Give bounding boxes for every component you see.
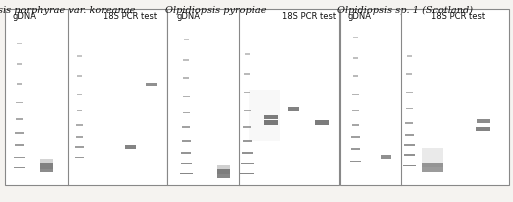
Bar — [77, 94, 82, 96]
Text: 18S PCR test: 18S PCR test — [103, 12, 157, 21]
Bar — [249, 91, 280, 141]
Bar — [16, 102, 23, 104]
Bar — [183, 60, 189, 61]
Bar — [350, 161, 361, 162]
Text: Olpidiopsis porphyrae var. koreanae: Olpidiopsis porphyrae var. koreanae — [0, 6, 136, 15]
Bar — [352, 94, 359, 96]
Bar — [243, 126, 251, 128]
Bar — [353, 58, 358, 59]
Bar — [240, 173, 254, 175]
Text: 18S PCR test: 18S PCR test — [282, 12, 337, 21]
Bar — [14, 157, 25, 158]
Bar — [77, 110, 82, 112]
Bar — [245, 54, 250, 55]
Text: Olpidiopsis sp. 1 (Scotland): Olpidiopsis sp. 1 (Scotland) — [337, 6, 473, 15]
Bar — [244, 92, 250, 94]
Bar — [242, 153, 253, 154]
Bar — [76, 124, 83, 126]
Text: gDNA: gDNA — [13, 12, 37, 21]
Bar — [167, 10, 339, 185]
Bar — [16, 84, 22, 86]
Bar — [405, 135, 414, 136]
Bar — [184, 40, 189, 41]
Bar — [182, 141, 191, 142]
Bar — [476, 127, 490, 132]
Bar — [244, 110, 250, 112]
Bar — [353, 76, 358, 78]
Bar — [264, 115, 278, 119]
Text: 18S PCR test: 18S PCR test — [431, 12, 485, 21]
Bar — [181, 153, 191, 154]
Bar — [40, 160, 52, 169]
Bar — [75, 147, 84, 148]
Bar — [406, 74, 412, 76]
Bar — [404, 155, 415, 156]
Bar — [241, 163, 253, 164]
Bar — [422, 163, 443, 172]
Bar — [180, 173, 193, 175]
Text: Olpidiopsis pyropiae: Olpidiopsis pyropiae — [165, 6, 266, 15]
Bar — [183, 78, 189, 80]
Bar — [183, 112, 190, 114]
Bar — [40, 164, 52, 172]
Bar — [407, 56, 412, 57]
Bar — [183, 96, 190, 98]
Bar — [181, 163, 192, 164]
Bar — [404, 145, 415, 146]
Bar — [315, 121, 329, 126]
Bar — [77, 76, 82, 78]
Bar — [146, 83, 157, 86]
Bar — [216, 169, 230, 178]
Bar — [352, 124, 359, 126]
Bar — [351, 149, 360, 150]
Bar — [340, 10, 509, 185]
Bar — [406, 108, 413, 110]
Bar — [17, 64, 22, 65]
Bar — [76, 137, 83, 138]
Bar — [288, 107, 299, 111]
Bar — [14, 167, 25, 168]
Bar — [16, 118, 23, 120]
Bar — [125, 145, 136, 150]
Bar — [422, 148, 443, 168]
Bar — [353, 38, 358, 39]
Bar — [17, 44, 22, 45]
Text: gDNA: gDNA — [177, 12, 201, 21]
Bar — [406, 92, 412, 94]
Bar — [243, 141, 252, 142]
Bar — [351, 137, 360, 138]
Bar — [75, 157, 84, 158]
Bar — [352, 110, 359, 112]
Bar — [405, 122, 413, 124]
Bar — [15, 145, 24, 146]
Bar — [477, 119, 489, 123]
Bar — [77, 56, 82, 57]
Bar — [15, 133, 24, 134]
Text: gDNA: gDNA — [348, 12, 372, 21]
Bar — [5, 10, 167, 185]
Bar — [403, 165, 416, 166]
Bar — [381, 156, 391, 160]
Bar — [182, 126, 190, 128]
Bar — [244, 74, 250, 76]
Bar — [264, 121, 278, 126]
Bar — [216, 165, 230, 174]
